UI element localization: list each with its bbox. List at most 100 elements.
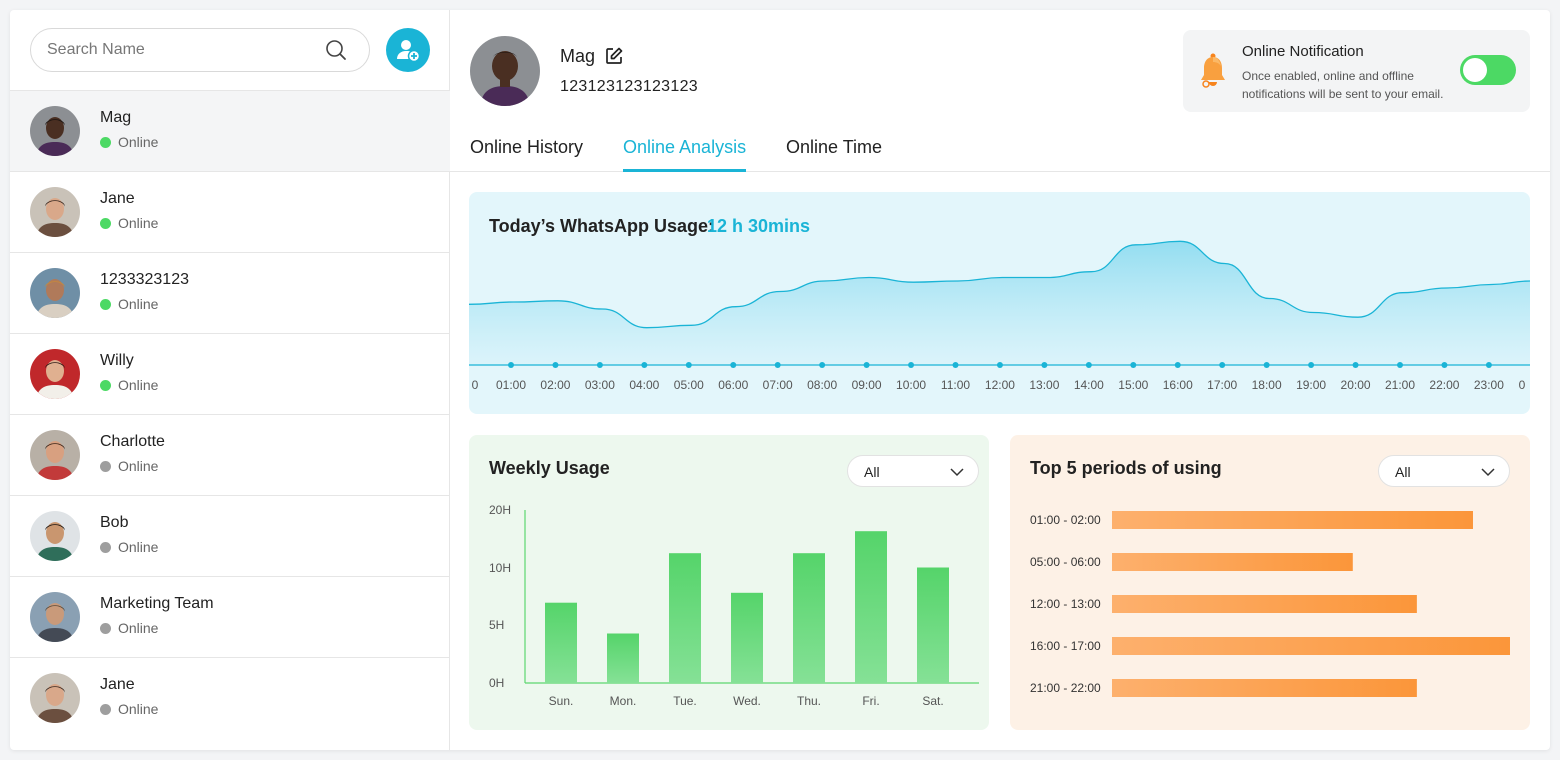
- contact-status: Online: [100, 215, 158, 231]
- search-icon[interactable]: [325, 39, 347, 61]
- x-tick-label: 21:00: [1385, 378, 1415, 392]
- contact-status: Online: [100, 134, 158, 150]
- x-tick-label: Tue.: [673, 694, 697, 708]
- contact-item[interactable]: Bob Online: [10, 495, 450, 576]
- hour-marker: [1130, 362, 1137, 368]
- contact-status: Online: [100, 620, 158, 636]
- hour-marker: [996, 362, 1003, 368]
- usage-area-chart: 0 01:00 02:00 03:00 04:00 05:00 06:00 07:00 08:0…: [469, 240, 1530, 392]
- x-tick-label: 23:00: [1474, 378, 1504, 392]
- search-box[interactable]: [30, 28, 370, 72]
- chevron-down-icon: [950, 468, 964, 477]
- contact-name: Charlotte: [100, 433, 165, 450]
- x-tick-label: 03:00: [585, 378, 615, 392]
- y-tick-label: 5H: [489, 618, 504, 632]
- period-label: 16:00 - 17:00: [1030, 639, 1101, 653]
- toggle-knob: [1463, 58, 1487, 82]
- contact-status: Online: [100, 458, 158, 474]
- x-tick-label: 15:00: [1118, 378, 1148, 392]
- status-dot: [100, 622, 111, 634]
- usage-area-fill: [469, 241, 1530, 365]
- hour-marker: [952, 362, 959, 368]
- x-tick-label: 0: [1519, 378, 1526, 392]
- tab-online-history[interactable]: Online History: [470, 137, 584, 157]
- hour-marker: [730, 362, 737, 368]
- contact-item[interactable]: Marketing Team Online: [10, 576, 450, 657]
- x-tick-label: 16:00: [1163, 378, 1193, 392]
- hour-marker: [1041, 362, 1048, 368]
- x-tick-label: 20:00: [1341, 378, 1371, 392]
- bell-icon: [1201, 53, 1225, 88]
- contact-item[interactable]: Jane Online: [10, 657, 450, 738]
- usage-label: Today’s WhatsApp Usage:: [489, 216, 715, 236]
- x-tick-label: 05:00: [674, 378, 704, 392]
- contact-item[interactable]: Mag Online: [10, 90, 450, 171]
- x-tick-label: 11:00: [941, 378, 970, 392]
- notification-description: Once enabled, online and offline notific…: [1242, 69, 1444, 101]
- sidebar: MagOnlineJaneOnline1233323123OnlineWilly…: [10, 10, 450, 750]
- weekly-bar: [607, 633, 639, 683]
- status-dot: [100, 541, 111, 553]
- profile-phone: 123123123123123: [560, 78, 698, 95]
- status-dot: [100, 136, 111, 148]
- weekly-bar: [545, 602, 577, 683]
- top-periods-title: Top 5 periods of using: [1030, 458, 1222, 478]
- contact-status-label: Online: [118, 134, 159, 150]
- contact-item[interactable]: Charlotte Online: [10, 414, 450, 495]
- edit-icon[interactable]: [605, 47, 623, 65]
- weekly-filter-select[interactable]: All: [847, 455, 979, 487]
- hour-marker: [508, 362, 514, 368]
- weekly-bar: [917, 567, 949, 683]
- weekly-usage-title: Weekly Usage: [489, 458, 610, 478]
- hour-marker: [774, 362, 781, 368]
- hour-marker: [596, 362, 603, 368]
- status-dot: [100, 460, 111, 472]
- y-tick-label: 10H: [489, 561, 511, 575]
- weekly-bar-chart: 0H 5H 10H 20H Sun. Mon. Tue. Wed. Thu. Fri. Sat.: [489, 503, 979, 708]
- contact-item[interactable]: 1233323123 Online: [10, 252, 450, 333]
- profile-avatar: [470, 36, 540, 106]
- chevron-down-icon: [1481, 468, 1495, 477]
- contact-status-label: Online: [118, 215, 159, 231]
- x-tick-label: Sat.: [922, 694, 943, 708]
- x-tick-label: 07:00: [763, 378, 793, 392]
- contact-name: Jane: [100, 190, 135, 207]
- y-tick-label: 20H: [489, 503, 511, 517]
- contact-status-label: Online: [118, 458, 159, 474]
- notification-toggle[interactable]: [1460, 55, 1516, 85]
- x-tick-label: 02:00: [540, 378, 570, 392]
- hour-marker: [1397, 362, 1403, 368]
- avatar: [30, 673, 80, 723]
- tab-online-analysis[interactable]: Online Analysis: [623, 137, 747, 172]
- x-tick-label: 01:00: [496, 378, 526, 392]
- add-user-icon: [397, 40, 421, 63]
- top-periods-card: 01:00 - 02:00 05:00 - 06:00 12:00 - 13:00 1…: [1010, 435, 1530, 730]
- contact-list: Mag Online Jane Online 1233323123 Online Willy…: [10, 90, 450, 738]
- x-tick-label: 22:00: [1429, 378, 1459, 392]
- contact-item[interactable]: Jane Online: [10, 171, 450, 252]
- top-filter-value: All: [1395, 464, 1411, 480]
- add-contact-button[interactable]: [386, 28, 430, 72]
- x-tick-label: 13:00: [1029, 378, 1059, 392]
- x-tick-label: 09:00: [852, 378, 882, 392]
- search-input[interactable]: [47, 29, 317, 71]
- contact-name: 1233323123: [100, 271, 189, 288]
- period-label: 01:00 - 02:00: [1030, 513, 1101, 527]
- period-label: 05:00 - 06:00: [1030, 555, 1101, 569]
- contact-status-label: Online: [118, 377, 159, 393]
- x-tick-label: 14:00: [1074, 378, 1104, 392]
- avatar: [30, 187, 80, 237]
- period-label: 21:00 - 22:00: [1030, 681, 1101, 695]
- x-tick-label: 12:00: [985, 378, 1015, 392]
- tab-online-time[interactable]: Online Time: [786, 137, 883, 157]
- period-bar: [1112, 679, 1417, 697]
- avatar: [30, 268, 80, 318]
- contact-status: Online: [100, 296, 158, 312]
- weekly-bar: [855, 531, 887, 683]
- contact-status: Online: [100, 377, 158, 393]
- status-dot: [100, 217, 111, 229]
- contact-item[interactable]: Willy Online: [10, 333, 450, 414]
- notification-title: Online Notification: [1242, 43, 1364, 60]
- top-filter-select[interactable]: All: [1378, 455, 1510, 487]
- contact-status-label: Online: [118, 701, 159, 717]
